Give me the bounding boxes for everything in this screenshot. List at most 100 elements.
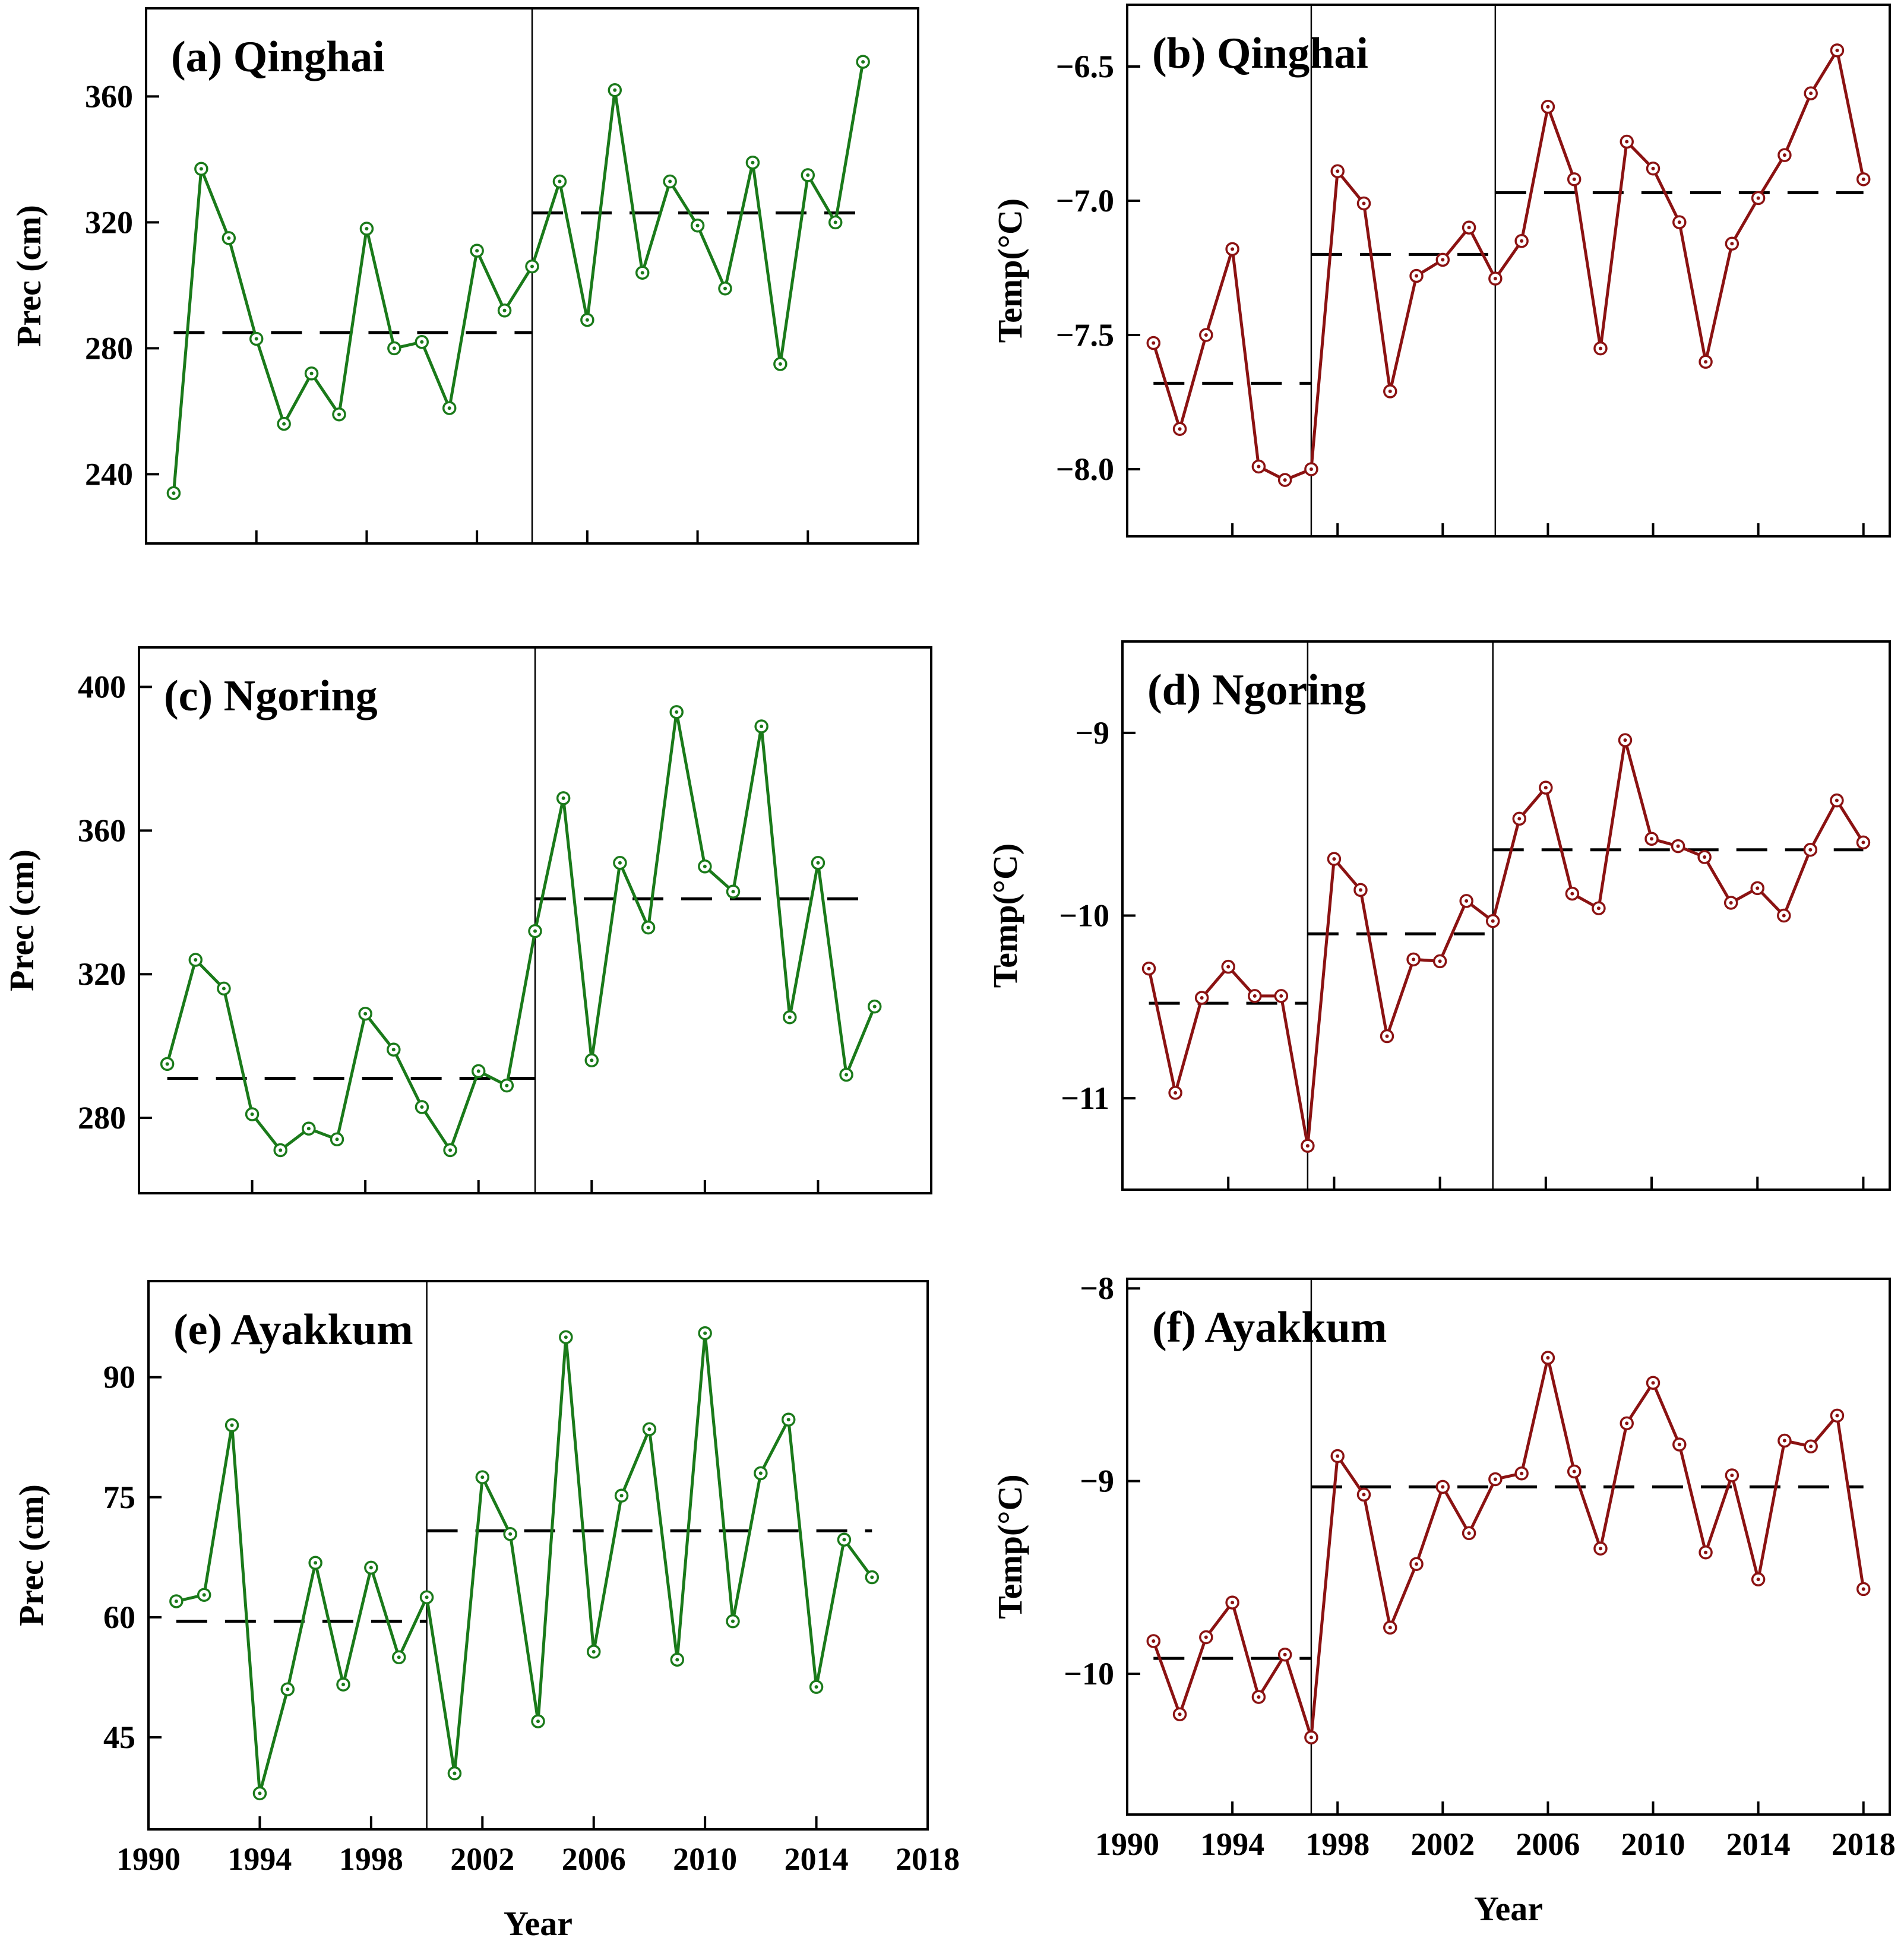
data-point-center [1676,844,1680,848]
data-point-center [778,362,782,366]
data-point-center [1861,840,1865,845]
x-tick-label: 2018 [1832,1826,1896,1862]
data-point-center [1544,786,1548,790]
series-line [166,710,877,1152]
data-point-center [282,422,286,426]
panel-a: 240 280 320 360 (a) Qinghai Prec (cm) [10,7,919,545]
y-tick-label: −9 [1075,715,1109,751]
data-point-center [1152,1639,1156,1643]
y-tick-label: 360 [85,78,133,114]
data-point-center [1808,848,1813,852]
y-axis-title: Temp(°C) [991,1474,1029,1619]
data-point-center [703,864,707,868]
y-tick-label: −11 [1061,1080,1109,1116]
data-point-center [814,1685,818,1689]
data-point-center [1204,333,1208,337]
data-point-center [585,318,589,322]
data-point-center [1441,258,1445,262]
data-point-center [1178,1712,1182,1717]
data-point-center [845,1073,849,1077]
data-point-center [1152,341,1156,345]
data-point-center [202,1593,206,1597]
data-point-center [1809,1444,1813,1449]
x-tick-label: 2010 [673,1841,737,1877]
x-tick-label: 2014 [1726,1826,1791,1862]
data-point-center [1362,201,1366,206]
data-point-center [1704,1550,1708,1554]
data-point-center [1283,478,1287,482]
data-point-center [447,406,451,410]
data-point-center [1231,1601,1235,1605]
data-point-center [533,929,537,933]
data-point-center [619,1494,624,1498]
y-tick-label: −7.0 [1056,183,1114,219]
data-point-center [1520,1471,1524,1475]
data-point-center [870,1575,874,1579]
data-point-center [1782,913,1786,918]
data-point-center [258,1791,262,1796]
data-point-center [618,861,622,865]
x-tick-label: 2010 [1621,1826,1685,1862]
data-point-center [806,173,810,177]
data-point-center [337,412,341,416]
data-point-center [1305,1144,1310,1148]
series-line [176,1332,874,1795]
y-tick-label: 360 [78,813,126,848]
plot-frame [147,1280,929,1831]
data-point-center [1491,919,1495,923]
data-point-center [1415,274,1419,278]
y-tick-label: −9 [1080,1463,1114,1499]
data-point-center [314,1561,318,1565]
data-point-center [1467,226,1471,230]
data-point-center [1388,1626,1392,1630]
data-point-center [703,1331,707,1335]
plot-frame [1126,4,1891,538]
y-tick-label: 320 [78,956,126,992]
data-point-center [1200,995,1204,1000]
data-point-center [1730,242,1734,246]
data-point-center [230,1423,234,1427]
y-axis-title: Prec (cm) [2,849,41,991]
data-point-center [758,1471,763,1475]
data-point-center [1677,1443,1681,1447]
data-point-center [392,346,396,350]
panel-f: −10 −9 −8 1990 1994 1998 2002 2006 2010 2014 2018 (… [991,1270,1896,1928]
data-point-center [668,179,672,184]
data-point-center [1782,1439,1786,1443]
data-point-center [369,1566,373,1570]
data-point-center [1412,957,1416,962]
data-point-center [1309,467,1313,471]
data-point-center [1415,1562,1419,1566]
data-point-center [508,1532,513,1536]
panel-title: (c) Ngoring [164,672,378,720]
data-point-center [536,1719,540,1724]
x-tick-label: 1990 [1095,1826,1159,1862]
data-point-center [872,1004,877,1009]
data-point-center [1835,798,1839,802]
data-point-center [286,1687,290,1692]
series-line [172,61,865,494]
data-point-center [1358,888,1362,892]
data-point-center [279,1148,283,1152]
x-tick-label: 1998 [1305,1826,1370,1862]
data-point-center [1385,1034,1389,1038]
data-point-center [1147,966,1151,971]
data-point-center [1257,1695,1261,1699]
data-point-center [391,1048,396,1052]
data-point-center [306,1127,311,1131]
data-point-center [1231,247,1235,251]
x-tick-label: 2006 [1516,1826,1580,1862]
data-point-center [1438,959,1442,963]
data-point-center [564,1335,568,1339]
data-point-center [1467,1531,1471,1535]
data-point-center [816,861,820,865]
y-axis-title: Temp(°C) [991,198,1029,343]
data-point-center [420,1105,424,1109]
data-point-center [613,88,617,92]
data-point-center [1861,177,1865,181]
data-point-center [1572,177,1576,181]
y-tick-label: −6.5 [1056,49,1114,84]
data-point-center [760,725,764,729]
data-point-center [1279,994,1283,998]
